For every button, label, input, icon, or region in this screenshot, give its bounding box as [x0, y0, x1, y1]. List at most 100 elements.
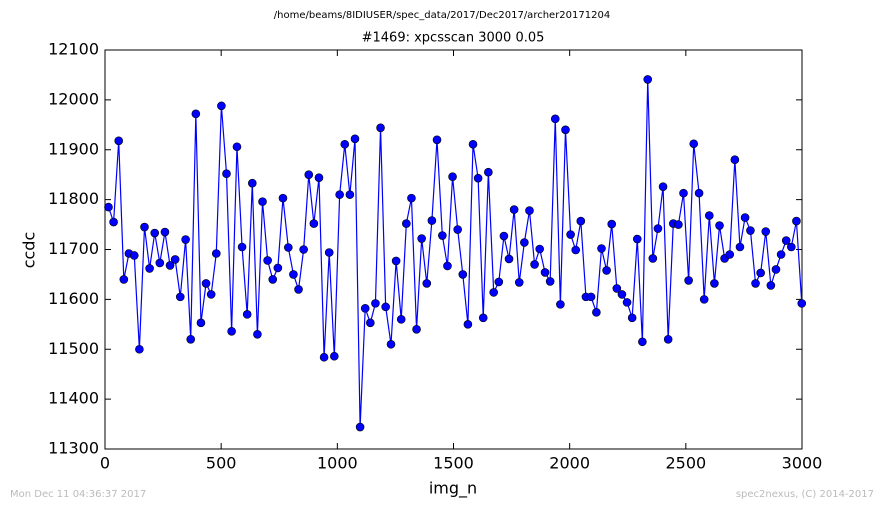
data-point [422, 279, 432, 288]
data-point [751, 279, 760, 288]
data-point [335, 190, 344, 199]
data-point [643, 75, 653, 84]
data-point [104, 202, 113, 212]
data-point [766, 281, 776, 290]
data-point [561, 125, 570, 135]
data-point [756, 268, 765, 278]
data-point [417, 234, 426, 243]
data-point [545, 277, 555, 286]
data-point [448, 172, 457, 181]
data-point [576, 216, 586, 226]
data-point [617, 290, 627, 299]
y-tick-label: 11500 [48, 339, 99, 358]
data-point [494, 277, 504, 287]
data-point [340, 139, 350, 149]
data-point [381, 302, 390, 312]
data-point [438, 231, 447, 240]
y-axis-label: ccdc [20, 232, 39, 269]
data-point [787, 242, 796, 252]
y-tick-label: 11300 [48, 439, 99, 458]
data-point [206, 290, 216, 299]
data-point [704, 211, 714, 220]
data-point [463, 320, 473, 329]
data-point [550, 114, 560, 124]
data-point [458, 270, 468, 279]
data-point [694, 188, 704, 198]
data-point [453, 225, 462, 234]
data-point [289, 270, 298, 279]
data-point [648, 254, 658, 263]
data-point [592, 308, 601, 317]
data-point [196, 318, 206, 328]
data-point [746, 226, 755, 235]
data-point [263, 256, 272, 265]
data-point [304, 170, 314, 179]
data-point [253, 329, 262, 339]
data-point [181, 235, 190, 244]
data-point [391, 256, 401, 266]
data-point [135, 344, 144, 354]
data-point [509, 205, 519, 214]
x-tick-label: 1000 [317, 454, 358, 473]
data-point [396, 315, 406, 324]
data-point [160, 227, 170, 237]
data-point [155, 258, 165, 268]
x-tick-label: 0 [100, 454, 110, 473]
data-point [689, 139, 699, 149]
data-point [684, 276, 693, 285]
footer-left: Mon Dec 11 04:36:37 2017 [10, 489, 146, 500]
data-point [540, 268, 550, 277]
data-point [504, 254, 514, 264]
data-point [258, 197, 267, 206]
data-point [175, 292, 185, 302]
chart-title: #1469: xpcsscan 3000 0.05 [362, 31, 545, 46]
data-point [761, 227, 771, 236]
data-point [478, 313, 488, 323]
data-point [119, 275, 129, 284]
data-point [525, 206, 534, 215]
data-point [299, 245, 308, 254]
y-tick-label: 11800 [48, 189, 99, 208]
x-axis-label: img_n [429, 479, 477, 499]
data-point [571, 245, 581, 255]
data-point [468, 139, 478, 149]
data-point [566, 230, 575, 239]
data-point [699, 295, 709, 304]
data-point [797, 299, 807, 308]
data-point [355, 422, 365, 432]
y-tick-label: 12100 [48, 40, 99, 59]
data-point [710, 279, 719, 288]
data-point [247, 178, 257, 188]
data-point [284, 243, 293, 252]
data-point [443, 261, 452, 271]
data-point [627, 313, 637, 323]
data-point [622, 298, 632, 307]
data-point [679, 188, 688, 198]
data-point [217, 101, 226, 111]
data-point [330, 351, 339, 361]
data-point [294, 285, 303, 294]
data-point [386, 339, 396, 349]
data-point [535, 244, 544, 254]
data-point [402, 219, 411, 228]
y-tick-label: 12000 [48, 89, 99, 108]
data-point [653, 224, 663, 233]
data-point [314, 173, 324, 182]
data-point [781, 236, 791, 245]
data-point [242, 310, 252, 319]
footer-right: spec2nexus, (C) 2014-2017 [736, 489, 874, 500]
x-tick-label: 3000 [782, 454, 823, 473]
data-point [324, 248, 334, 257]
data-point [278, 193, 288, 203]
data-point [186, 334, 196, 344]
data-point [514, 278, 524, 287]
data-point [376, 123, 385, 133]
data-point [674, 220, 683, 229]
data-point [407, 193, 416, 203]
data-point [360, 304, 370, 313]
data-point [319, 352, 329, 362]
data-point [715, 221, 724, 230]
data-point [556, 300, 565, 309]
data-point [109, 217, 118, 227]
